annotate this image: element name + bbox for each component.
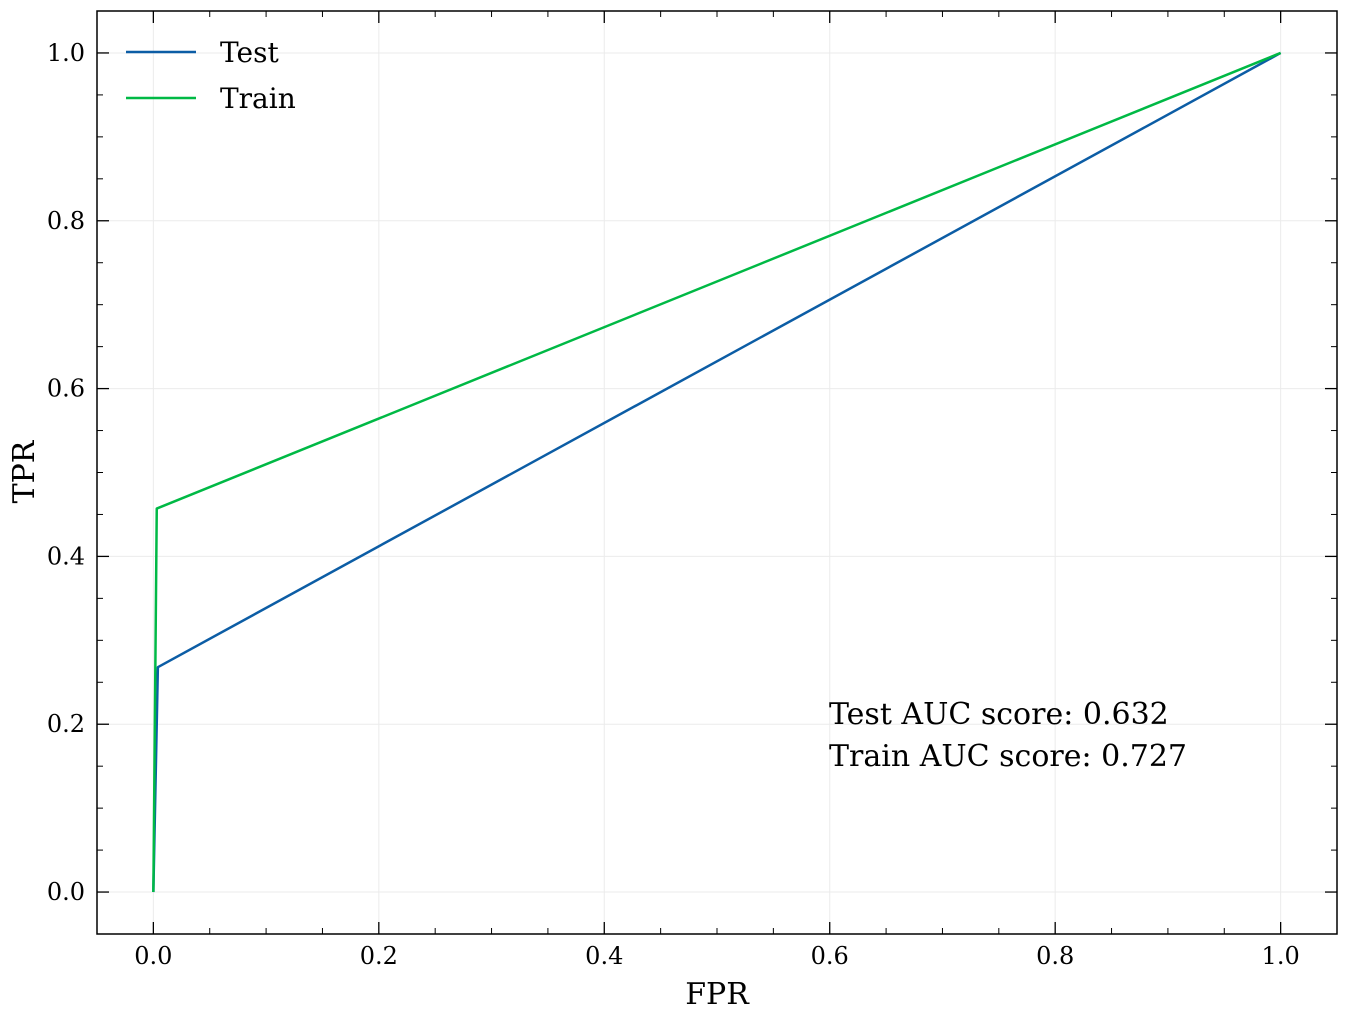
y-tick-label: 1.0 xyxy=(47,39,85,67)
legend-label-train: Train xyxy=(220,82,296,115)
tick-layer: 0.0 0.2 0.4 0.6 0.8 1.0 0.0 0.2 0.4 0.6 0.8 1.0 xyxy=(47,10,1338,970)
series-line-train xyxy=(152,51,1282,893)
test-auc-annotation: Test AUC score: 0.632 xyxy=(829,697,1169,732)
y-tick-label: 0.0 xyxy=(47,878,85,906)
y-axis-title: TPR xyxy=(7,439,42,503)
x-tick-label: 0.2 xyxy=(360,942,398,970)
y-tick-label: 0.6 xyxy=(47,375,85,403)
y-tick-label: 0.2 xyxy=(47,710,85,738)
series-layer xyxy=(152,51,1282,893)
x-tick-label: 0.4 xyxy=(585,942,623,970)
x-tick-label: 1.0 xyxy=(1262,942,1300,970)
x-axis-title: FPR xyxy=(685,977,750,1012)
grid-layer xyxy=(97,11,1337,934)
x-tick-label: 0.6 xyxy=(811,942,849,970)
x-tick-label: 0.8 xyxy=(1036,942,1074,970)
auc-annotations: Test AUC score: 0.632 Train AUC score: 0… xyxy=(829,697,1187,774)
plot-frame xyxy=(96,10,1338,935)
legend-label-test: Test xyxy=(220,36,279,69)
x-tick-label: 0.0 xyxy=(134,942,172,970)
legend: Test Train xyxy=(126,36,296,115)
y-tick-label: 0.4 xyxy=(47,542,85,570)
train-auc-annotation: Train AUC score: 0.727 xyxy=(829,739,1187,774)
y-tick-label: 0.8 xyxy=(47,207,85,235)
